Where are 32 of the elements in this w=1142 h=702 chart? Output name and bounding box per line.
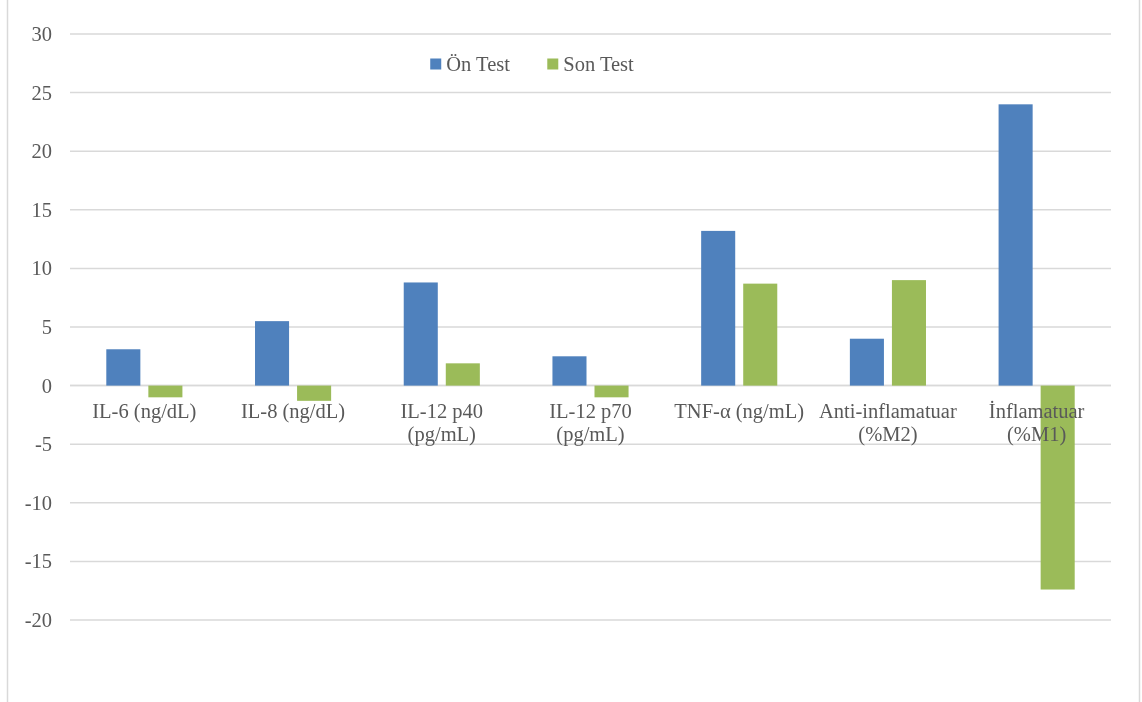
x-tick-label: IL-12 p70 (pg/mL) [549,399,632,446]
y-tick-label: -10 [24,491,52,514]
x-tick-label: Anti-inflamatuar (%M2) [819,399,957,446]
y-tick-label: 5 [41,316,52,338]
bar [255,321,290,386]
y-tick-label: 0 [41,374,52,397]
y-tick-label: -5 [34,433,52,456]
bar [701,230,736,386]
bar [445,363,480,386]
bar [743,283,778,386]
bar [403,282,438,386]
bar [297,385,332,401]
bar [849,338,884,386]
y-tick-label: 25 [31,81,52,104]
x-tick-label: IL-6 (ng/dL) [92,399,197,423]
legend-label: Ön Test [446,53,511,75]
bar [998,104,1033,386]
y-tick-label: -15 [24,550,52,573]
legend-label: Son Test [563,53,635,75]
bar [106,349,141,386]
y-tick-label: -20 [24,609,52,631]
x-tick-label: IL-12 p40 (pg/mL) [400,399,484,446]
bar [148,385,183,398]
x-tick-label: TNF-α (ng/mL) [674,399,805,423]
y-tick-label: 15 [31,198,52,221]
x-tick-label: IL-8 (ng/dL) [240,399,346,423]
y-tick-label: 30 [31,23,52,45]
y-tick-label: 20 [31,140,52,163]
y-tick-label: 10 [31,257,52,280]
bar [891,280,926,386]
bar [552,356,587,386]
bar [594,385,629,398]
